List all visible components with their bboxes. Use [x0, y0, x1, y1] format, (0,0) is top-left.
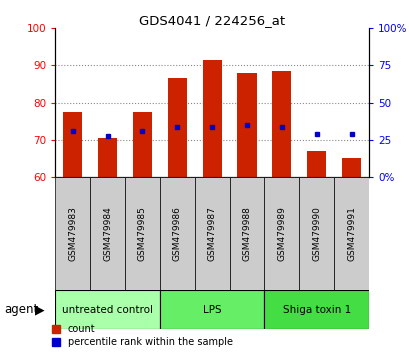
Text: untreated control: untreated control [62, 305, 153, 315]
Bar [272, 71, 291, 177]
Bar [63, 112, 82, 177]
Text: GSM479984: GSM479984 [103, 206, 112, 261]
Bar [333, 177, 368, 290]
Bar [98, 138, 117, 177]
Bar [133, 112, 152, 177]
Bar [306, 151, 326, 177]
Text: GSM479986: GSM479986 [173, 206, 181, 261]
Bar [202, 60, 221, 177]
Text: GSM479989: GSM479989 [277, 206, 285, 261]
Bar [160, 177, 194, 290]
Text: LPS: LPS [202, 305, 221, 315]
Bar [229, 177, 264, 290]
Bar [160, 290, 264, 329]
Bar [264, 177, 299, 290]
Bar [264, 290, 368, 329]
Text: ▶: ▶ [35, 303, 44, 316]
Legend: count, percentile rank within the sample: count, percentile rank within the sample [52, 325, 232, 347]
Bar [90, 177, 125, 290]
Text: GSM479991: GSM479991 [346, 206, 355, 261]
Bar [55, 177, 90, 290]
Title: GDS4041 / 224256_at: GDS4041 / 224256_at [139, 14, 285, 27]
Text: GSM479988: GSM479988 [242, 206, 251, 261]
Text: GSM479990: GSM479990 [312, 206, 320, 261]
Bar [194, 177, 229, 290]
Text: GSM479987: GSM479987 [207, 206, 216, 261]
Text: agent: agent [4, 303, 38, 316]
Bar [167, 79, 187, 177]
Text: GSM479983: GSM479983 [68, 206, 77, 261]
Bar [237, 73, 256, 177]
Bar [125, 177, 160, 290]
Text: GSM479985: GSM479985 [138, 206, 146, 261]
Bar [299, 177, 333, 290]
Bar [55, 290, 160, 329]
Bar [341, 158, 360, 177]
Text: Shiga toxin 1: Shiga toxin 1 [282, 305, 350, 315]
